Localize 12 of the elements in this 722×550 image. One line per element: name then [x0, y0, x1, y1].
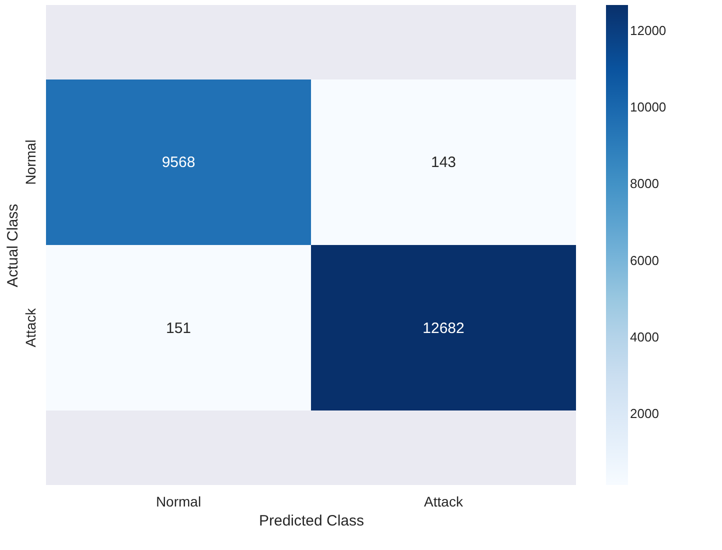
y-axis-title: Actual Class	[4, 204, 22, 288]
color-bar-label: 8000	[630, 176, 659, 192]
color-bar-label: 12000	[630, 23, 666, 38]
data-label: 143	[430, 154, 456, 172]
data-label: 12682	[422, 320, 464, 337]
color-bar-label: 2000	[630, 406, 659, 421]
data-label: 151	[166, 320, 192, 337]
x-axis-title: Predicted Class	[258, 512, 364, 530]
data-label: 9568	[162, 154, 196, 172]
color-bar-label: 4000	[630, 329, 659, 344]
color-bar-label: 10000	[630, 100, 666, 115]
color-bar-label: 6000	[630, 252, 659, 268]
